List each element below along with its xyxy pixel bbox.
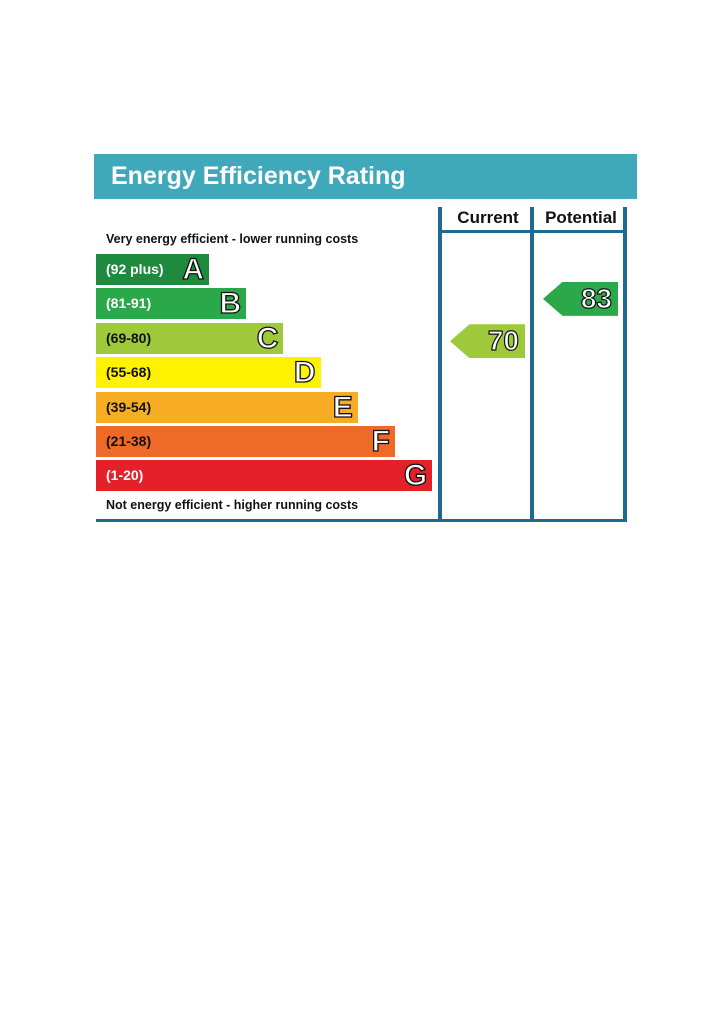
band-range-label: (1-20) [106,467,144,484]
band-g: (1-20) G [96,459,433,493]
frame-bottom-line [96,519,627,522]
potential-rating-value: 83 [580,282,612,314]
chart-title: Energy Efficiency Rating [111,162,406,190]
band-range-label: (39-54) [106,398,152,415]
band-range-label: (69-80) [106,329,152,346]
chart-header: Energy Efficiency Rating [94,154,637,199]
column-header-underline [440,230,627,233]
frame-divider-middle [530,207,534,522]
current-rating-arrow: 70 [450,324,525,359]
bottom-note: Not energy efficient - higher running co… [106,498,359,512]
potential-column-header: Potential [545,208,617,227]
band-letter-label: G [403,459,428,493]
current-rating-value: 70 [487,325,519,357]
band-e: (39-54) E [96,390,358,424]
band-letter-label: A [182,252,205,286]
band-range-label: (55-68) [106,364,152,381]
band-range-label: (21-38) [106,433,152,449]
frame-divider-right [623,207,627,522]
band-letter-label: C [256,321,279,355]
current-column-header: Current [457,208,519,227]
band-a: (92 plus) A [96,252,209,287]
band-letter-label: D [293,356,316,390]
band-letter-label: E [332,390,353,424]
potential-rating-arrow: 83 [543,281,618,316]
band-range-label: (81-91) [106,295,152,312]
band-letter-label: F [371,424,391,458]
frame-divider-left [438,207,442,522]
band-f: (21-38) F [96,424,395,459]
band-letter-label: B [219,287,242,321]
band-range-label: (92 plus) [106,261,164,277]
band-b: (81-91) B [96,287,247,321]
band-d: (55-68) D [96,356,321,390]
band-c: (69-80) C [96,321,284,355]
top-note: Very energy efficient - lower running co… [106,232,359,246]
